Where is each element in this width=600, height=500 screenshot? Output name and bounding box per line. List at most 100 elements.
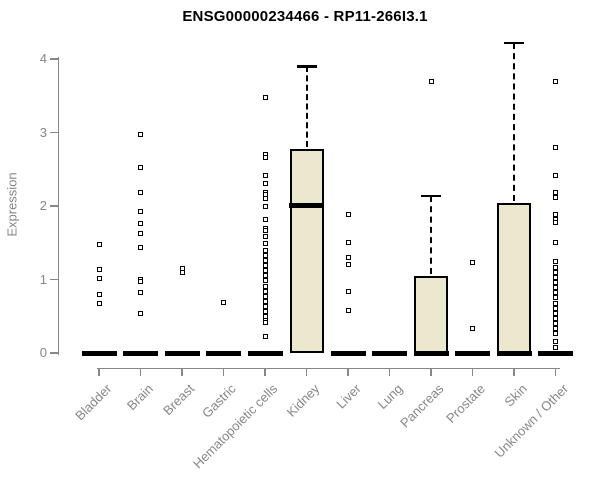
data-point bbox=[221, 299, 226, 305]
x-axis-tick bbox=[554, 368, 557, 376]
data-point bbox=[138, 310, 143, 316]
data-point bbox=[262, 228, 268, 234]
x-axis-tick bbox=[98, 368, 100, 376]
whisker-cap bbox=[296, 65, 317, 68]
whisker-cap bbox=[421, 194, 441, 198]
box-iqr bbox=[414, 275, 448, 353]
y-axis-tick bbox=[50, 58, 58, 60]
data-point bbox=[553, 290, 558, 296]
x-axis-tick bbox=[139, 368, 142, 376]
data-point bbox=[262, 217, 268, 223]
median-line bbox=[289, 202, 324, 208]
data-point bbox=[96, 275, 102, 281]
whisker-line bbox=[305, 66, 308, 148]
data-point bbox=[262, 304, 268, 310]
data-point bbox=[138, 209, 143, 215]
y-tick-label: 3 bbox=[39, 124, 47, 140]
data-point bbox=[553, 269, 558, 275]
data-point bbox=[262, 288, 268, 294]
x-category-label: Gastric bbox=[199, 381, 240, 421]
data-point bbox=[262, 299, 268, 305]
data-point bbox=[138, 279, 143, 285]
x-category-label: Pancreas bbox=[397, 381, 447, 431]
whisker-line bbox=[430, 195, 432, 274]
data-point bbox=[262, 268, 268, 274]
data-point bbox=[553, 78, 558, 84]
data-point bbox=[262, 203, 268, 209]
data-point bbox=[262, 247, 268, 253]
median-line bbox=[330, 350, 366, 356]
y-axis-tick bbox=[50, 205, 58, 207]
data-point bbox=[179, 269, 185, 275]
y-tick-label: 2 bbox=[39, 198, 47, 213]
data-point bbox=[553, 315, 558, 321]
median-line bbox=[206, 350, 241, 356]
data-point bbox=[553, 194, 558, 200]
x-category-label: Prostate bbox=[443, 381, 489, 426]
y-axis-tick bbox=[50, 278, 58, 281]
data-point bbox=[262, 94, 268, 100]
x-axis-tick bbox=[347, 368, 349, 376]
data-point bbox=[345, 211, 351, 217]
data-point bbox=[345, 254, 351, 260]
x-axis-tick bbox=[181, 368, 183, 376]
median-line bbox=[247, 350, 283, 356]
data-point bbox=[553, 285, 558, 291]
data-point bbox=[553, 339, 558, 345]
data-point bbox=[262, 196, 268, 202]
data-point bbox=[262, 257, 268, 263]
data-point bbox=[262, 283, 268, 289]
data-point bbox=[262, 180, 268, 186]
median-line bbox=[164, 350, 200, 356]
data-point bbox=[138, 165, 143, 171]
data-point bbox=[96, 241, 102, 247]
data-point bbox=[96, 300, 102, 306]
y-axis-line bbox=[57, 57, 59, 355]
data-point bbox=[553, 295, 558, 301]
data-point bbox=[96, 292, 102, 298]
median-line bbox=[123, 350, 158, 356]
data-point bbox=[262, 320, 268, 326]
x-axis-tick bbox=[513, 368, 515, 376]
x-category-label: Unknown / Other bbox=[491, 381, 572, 461]
data-point bbox=[262, 154, 268, 160]
chart-title: ENSG00000234466 - RP11-266I3.1 bbox=[182, 8, 428, 25]
box-iqr bbox=[497, 203, 531, 353]
median-line bbox=[413, 350, 449, 356]
data-point bbox=[262, 172, 268, 178]
y-tick-label: 0 bbox=[39, 345, 47, 360]
data-point bbox=[138, 190, 143, 196]
data-point bbox=[553, 279, 558, 285]
data-point bbox=[553, 259, 558, 265]
data-point bbox=[262, 263, 268, 269]
data-point bbox=[553, 321, 558, 327]
data-point bbox=[345, 262, 351, 268]
data-point bbox=[345, 288, 351, 294]
data-point bbox=[345, 239, 351, 245]
data-point bbox=[470, 325, 475, 331]
data-point bbox=[345, 307, 351, 313]
data-point bbox=[262, 234, 268, 240]
data-point bbox=[553, 264, 558, 270]
median-line bbox=[455, 350, 490, 356]
x-category-label: Breast bbox=[160, 381, 198, 419]
y-tick-label: 4 bbox=[39, 51, 47, 66]
data-point bbox=[138, 290, 143, 296]
data-point bbox=[138, 221, 143, 227]
data-point bbox=[428, 78, 434, 84]
data-point bbox=[138, 132, 143, 138]
median-line bbox=[372, 350, 407, 356]
data-point bbox=[553, 310, 558, 316]
x-category-label: Lung bbox=[374, 381, 406, 413]
median-line bbox=[81, 350, 117, 356]
median-line bbox=[496, 350, 532, 356]
data-point bbox=[553, 274, 558, 280]
data-point bbox=[553, 144, 558, 150]
y-axis-tick bbox=[50, 131, 58, 134]
data-point bbox=[262, 334, 268, 340]
data-point bbox=[138, 230, 143, 236]
x-category-label: Brain bbox=[124, 381, 157, 414]
whisker-cap bbox=[504, 41, 524, 45]
data-point bbox=[262, 252, 268, 258]
